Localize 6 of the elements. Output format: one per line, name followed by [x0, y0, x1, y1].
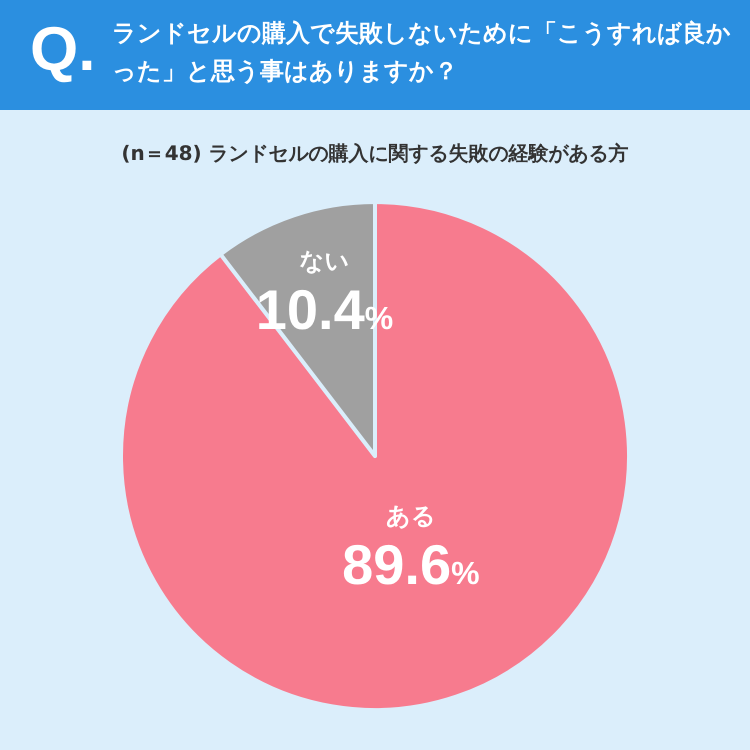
slice-label: ない [299, 246, 350, 275]
data-label: 89.6% [342, 532, 480, 596]
text: Q. [30, 14, 96, 85]
chart-subtitle: (n＝48) ランドセルの購入に関する失敗の経験がある方 [120, 140, 630, 167]
slice-label: ある [386, 502, 436, 530]
chart-title: ランドセルの購入で失敗しないために「こうすれば良かった」と思う事はありますか？ [112, 18, 732, 87]
